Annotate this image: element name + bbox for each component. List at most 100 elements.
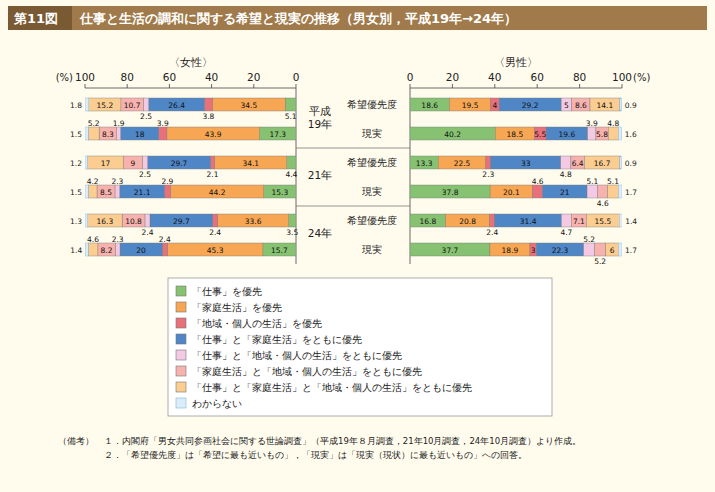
data-label: 4.6 bbox=[597, 199, 609, 208]
bar-segment bbox=[287, 156, 296, 169]
bar-segment bbox=[410, 98, 449, 111]
data-label: 19.5 bbox=[462, 101, 479, 110]
bar-segment bbox=[115, 243, 120, 256]
data-labels: 18.619.5429.258.614.10.940.218.55.519.63… bbox=[416, 101, 638, 266]
data-label: 5.8 bbox=[596, 130, 608, 139]
legend-label: 「仕事」と「家庭生活」と「地域・個人の生活」をともに優先 bbox=[192, 382, 472, 393]
data-label: 21 bbox=[560, 188, 570, 197]
bar-segment bbox=[170, 185, 263, 198]
legend-label: 「家庭生活」を優先 bbox=[192, 302, 282, 313]
bar-segment bbox=[210, 156, 214, 169]
legend-label: 「地域・個人の生活」を優先 bbox=[192, 318, 322, 329]
data-label: 4.8 bbox=[607, 119, 619, 128]
tick bbox=[622, 84, 623, 88]
tick bbox=[410, 84, 411, 88]
bar-segment bbox=[543, 185, 588, 198]
note: ２．「希望優先度」は「希望に最も近いもの」，「現実」は「現実（現状）に最も近いも… bbox=[104, 450, 527, 460]
tick-label: 100 bbox=[75, 71, 95, 83]
legend-swatch bbox=[176, 286, 186, 296]
data-label: 34.5 bbox=[240, 101, 257, 110]
legend-label: 「仕事」と「地域・個人の生活」をともに優先 bbox=[192, 350, 402, 361]
bar-segment bbox=[572, 98, 590, 111]
bar-segment bbox=[490, 243, 530, 256]
bar-segment bbox=[117, 127, 121, 140]
data-label: 3.8 bbox=[202, 112, 214, 121]
data-label: 1.5 bbox=[70, 130, 82, 139]
bar-segment bbox=[85, 185, 88, 198]
bar-segment bbox=[213, 214, 218, 227]
bar-segment bbox=[449, 98, 490, 111]
bar-segment bbox=[490, 214, 495, 227]
bar-segment bbox=[598, 185, 608, 198]
data-label: 4.8 bbox=[560, 170, 572, 179]
legend-label: わからない bbox=[192, 398, 242, 409]
tick-label: 60 bbox=[531, 71, 544, 83]
bar-segment bbox=[218, 214, 289, 227]
tick-label: 40 bbox=[488, 71, 501, 83]
bar-segment bbox=[571, 156, 585, 169]
data-label: 37.8 bbox=[442, 188, 459, 197]
data-label: 5.5 bbox=[534, 130, 546, 139]
bar-segment bbox=[584, 156, 619, 169]
tick bbox=[452, 84, 453, 88]
legend-swatch bbox=[176, 398, 186, 408]
data-label: 45.3 bbox=[207, 246, 224, 255]
bar-segment bbox=[97, 185, 115, 198]
data-label: 1.2 bbox=[70, 159, 82, 168]
bar-segment bbox=[88, 156, 124, 169]
axis-line bbox=[85, 88, 296, 89]
bar-segment bbox=[259, 127, 296, 140]
bar-segment bbox=[618, 127, 621, 140]
bar-segment bbox=[164, 185, 170, 198]
background bbox=[0, 0, 715, 492]
data-label: 18 bbox=[135, 130, 145, 139]
bar-segment bbox=[264, 185, 296, 198]
data-label: 0.9 bbox=[625, 101, 637, 110]
data-label: 7.1 bbox=[573, 217, 585, 226]
legend-swatch bbox=[176, 334, 186, 344]
data-label: 3.9 bbox=[157, 119, 169, 128]
data-label: 1.8 bbox=[70, 101, 82, 110]
data-label: 2.4 bbox=[486, 228, 498, 237]
bar-segment bbox=[495, 127, 534, 140]
data-label: 4.6 bbox=[87, 235, 99, 244]
data-label: 1.5 bbox=[70, 188, 82, 197]
group-label: 21年 bbox=[308, 169, 332, 181]
bar-segment bbox=[536, 243, 583, 256]
row-label: 希望優先度 bbox=[347, 99, 397, 110]
bar-segment bbox=[285, 98, 296, 111]
bar-segment bbox=[143, 98, 148, 111]
data-label: 5.1 bbox=[285, 112, 297, 121]
bar-segment bbox=[438, 156, 486, 169]
row-label: 希望優先度 bbox=[347, 215, 397, 226]
data-label: 17.3 bbox=[269, 130, 286, 139]
bar-segment bbox=[410, 185, 490, 198]
chart: 第11図仕事と生活の調和に関する希望と現実の推移（男女別，平成19年→24年）〈… bbox=[0, 0, 715, 492]
data-label: 3.5 bbox=[286, 228, 298, 237]
data-label: 10.7 bbox=[124, 101, 141, 110]
tick-label: 80 bbox=[573, 71, 586, 83]
bar-segment bbox=[115, 185, 120, 198]
bar-segment bbox=[530, 243, 536, 256]
bar-segment bbox=[495, 214, 562, 227]
bar-segment bbox=[148, 156, 211, 169]
data-label: 2.4 bbox=[209, 228, 221, 237]
bar-segment bbox=[120, 185, 165, 198]
bar-segment bbox=[588, 127, 596, 140]
legend-swatch bbox=[176, 382, 186, 392]
bar-segment bbox=[590, 98, 620, 111]
bar-segment bbox=[99, 127, 117, 140]
data-label: 15.2 bbox=[96, 101, 113, 110]
data-label: 18.5 bbox=[506, 130, 523, 139]
zero-line bbox=[410, 88, 411, 264]
tick-label: 100 bbox=[612, 71, 632, 83]
notes-label: （備考） bbox=[58, 436, 94, 446]
bar-segment bbox=[410, 243, 490, 256]
bar-segment bbox=[167, 243, 263, 256]
data-label: 8.2 bbox=[101, 246, 113, 255]
tick bbox=[169, 84, 170, 88]
data-label: 2.3 bbox=[482, 170, 494, 179]
bar-segment bbox=[491, 98, 499, 111]
data-label: 1.6 bbox=[625, 130, 637, 139]
data-label: 29.2 bbox=[522, 101, 539, 110]
